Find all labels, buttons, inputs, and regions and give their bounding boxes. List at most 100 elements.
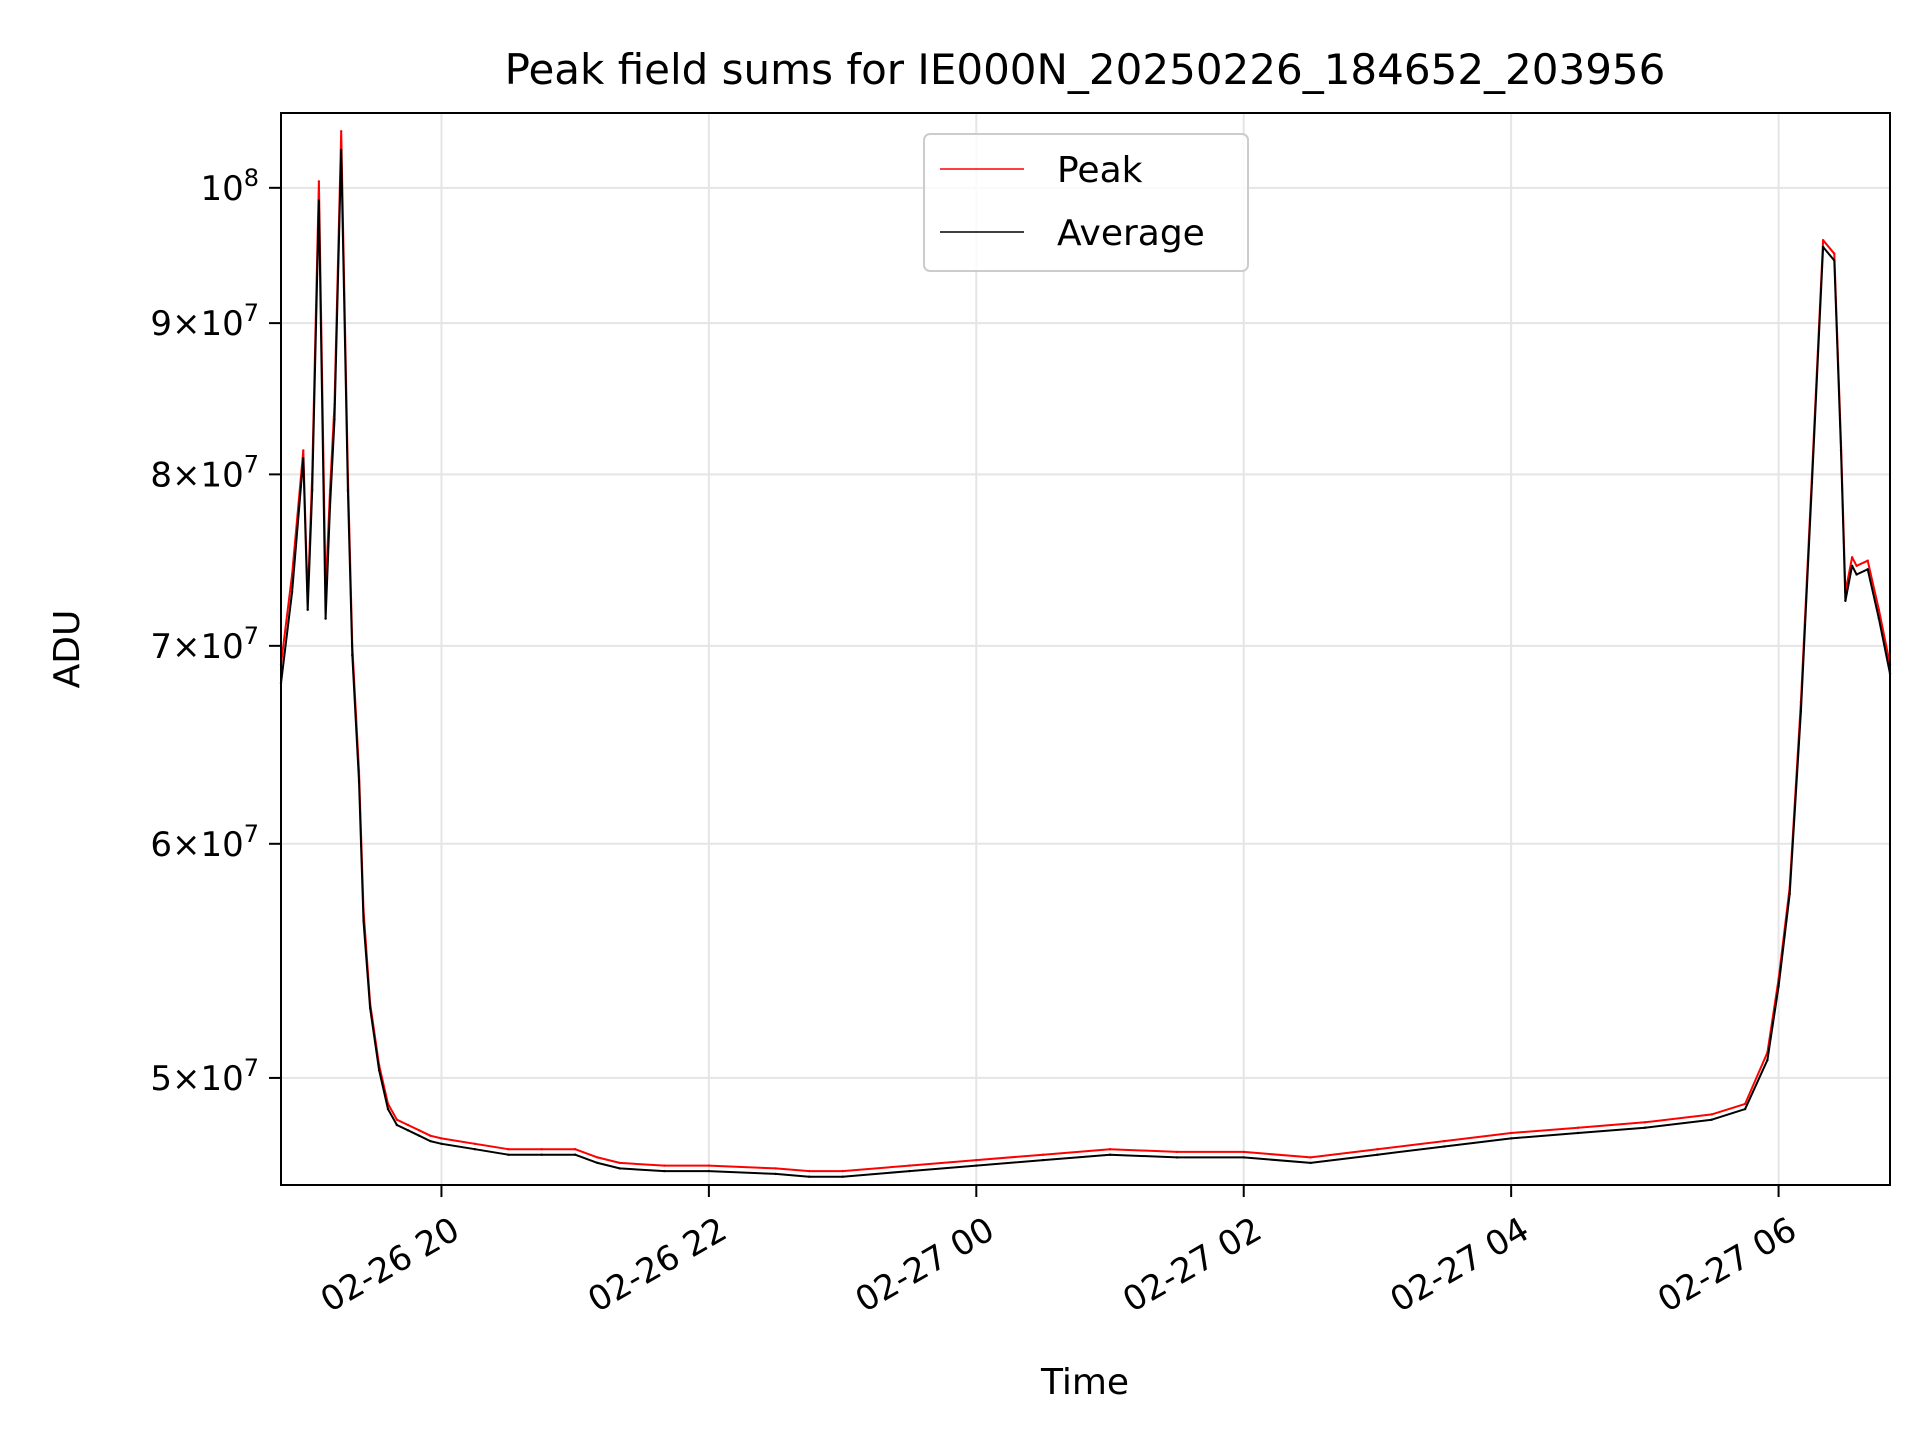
series-peak-point <box>418 1129 421 1132</box>
series-average-point <box>302 457 305 460</box>
series-peak-point <box>340 130 343 133</box>
series-peak-point <box>507 1148 510 1151</box>
series-average-point <box>1839 449 1843 452</box>
series-average-point <box>1866 568 1869 571</box>
y-tick-label: 108 <box>200 164 259 209</box>
series-average-point <box>1855 573 1858 576</box>
series-average-point <box>311 489 314 492</box>
series-peak-point <box>473 1142 477 1146</box>
series-peak-point <box>1850 556 1854 559</box>
series-average-point <box>574 1153 577 1156</box>
series-average-point <box>340 148 343 152</box>
series-average-point <box>306 608 309 611</box>
series-peak-point <box>395 1118 399 1121</box>
series-average-point <box>473 1148 477 1151</box>
series-average-point <box>1042 1158 1045 1162</box>
series-average-point <box>395 1123 399 1127</box>
series-average-point <box>507 1153 510 1156</box>
series-average-point <box>1833 259 1836 262</box>
series-peak-point <box>1855 564 1858 567</box>
series-average-point <box>1108 1153 1112 1156</box>
series-peak-point <box>808 1169 811 1173</box>
series-average-point <box>908 1169 911 1173</box>
series-peak-point <box>1866 559 1869 562</box>
series-peak-point <box>302 449 305 452</box>
y-tick-label: 5×107 <box>150 1054 259 1099</box>
series-average-point <box>290 590 294 594</box>
series-average-point <box>362 919 365 923</box>
series-average-point <box>1844 599 1847 602</box>
series-average-point <box>377 1069 381 1072</box>
series-peak-point <box>707 1164 711 1167</box>
series-peak-point <box>1042 1153 1045 1156</box>
series-average-point <box>1777 985 1780 988</box>
series-average-point <box>1799 710 1803 713</box>
series-average-point <box>386 1107 390 1111</box>
series-average-point <box>418 1134 421 1137</box>
series-average-point <box>618 1167 621 1170</box>
y-axis-ticks: 5×107 6×107 7×107 8×107 9×107 108 <box>150 164 281 1099</box>
series-average-point <box>1850 564 1854 567</box>
series-average-point <box>333 418 336 421</box>
series-peak-point <box>429 1134 432 1137</box>
series-peak-point <box>1242 1150 1245 1154</box>
series-peak-point <box>1309 1156 1312 1159</box>
plot-frame <box>280 112 1891 1186</box>
series-average-point <box>975 1164 978 1167</box>
series-peak-point <box>317 180 321 183</box>
series-peak-point <box>596 1156 599 1159</box>
series-peak-point <box>618 1161 621 1165</box>
series-average-point <box>406 1129 410 1132</box>
series-average-point <box>1810 481 1814 484</box>
series-average-point <box>1743 1107 1747 1111</box>
series-peak-point <box>1877 608 1881 611</box>
series-peak-point <box>774 1167 777 1170</box>
grid-layer <box>281 113 1890 1185</box>
series-layer <box>279 130 1892 1178</box>
series-average-point <box>328 505 332 509</box>
series-average-point <box>324 617 327 620</box>
series-average-point <box>1788 892 1791 896</box>
series-average-point <box>808 1175 811 1178</box>
series-average-point <box>440 1142 443 1146</box>
series-peak-point <box>440 1137 443 1140</box>
series-average-point <box>346 489 350 492</box>
series-average-point <box>1576 1131 1580 1135</box>
series-average-point <box>1175 1156 1179 1159</box>
series-peak-point <box>1376 1148 1379 1151</box>
legend-average-label: Average <box>1057 213 1205 254</box>
series-peak-point <box>574 1148 577 1151</box>
series-peak-point <box>908 1164 911 1167</box>
series-peak-point <box>540 1148 543 1151</box>
series-average-point <box>1821 245 1825 249</box>
y-tick-label: 8×107 <box>150 450 259 495</box>
series-average-point <box>841 1175 844 1178</box>
series-peak-point <box>1443 1139 1446 1143</box>
series-average-point <box>1710 1118 1713 1121</box>
series-average-point <box>429 1139 432 1143</box>
series-average-point <box>1509 1137 1513 1140</box>
series-average-point <box>1643 1126 1647 1129</box>
chart-title: Peak field sums for IE000N_20250226_1846… <box>505 45 1666 94</box>
series-peak-point <box>841 1169 844 1173</box>
y-tick-label: 6×107 <box>150 820 259 865</box>
series-peak-point <box>1833 252 1836 255</box>
series-average-point <box>357 779 361 783</box>
series-peak-point <box>1710 1113 1713 1116</box>
series-average-point <box>1309 1161 1312 1165</box>
series-peak-point <box>1509 1131 1513 1135</box>
series-average-point <box>1376 1153 1379 1156</box>
series-average-point <box>774 1172 777 1176</box>
series-average-point <box>1443 1145 1446 1148</box>
series-average-point <box>707 1169 711 1173</box>
series-peak-point <box>1821 239 1825 242</box>
series-average-point <box>1766 1058 1769 1062</box>
series-average-point <box>1877 617 1881 620</box>
legend-peak-label: Peak <box>1057 150 1143 191</box>
series-peak-point <box>406 1123 410 1127</box>
series-peak-point <box>975 1158 978 1162</box>
series-average-point <box>368 1006 372 1010</box>
series-average-point <box>351 653 354 657</box>
